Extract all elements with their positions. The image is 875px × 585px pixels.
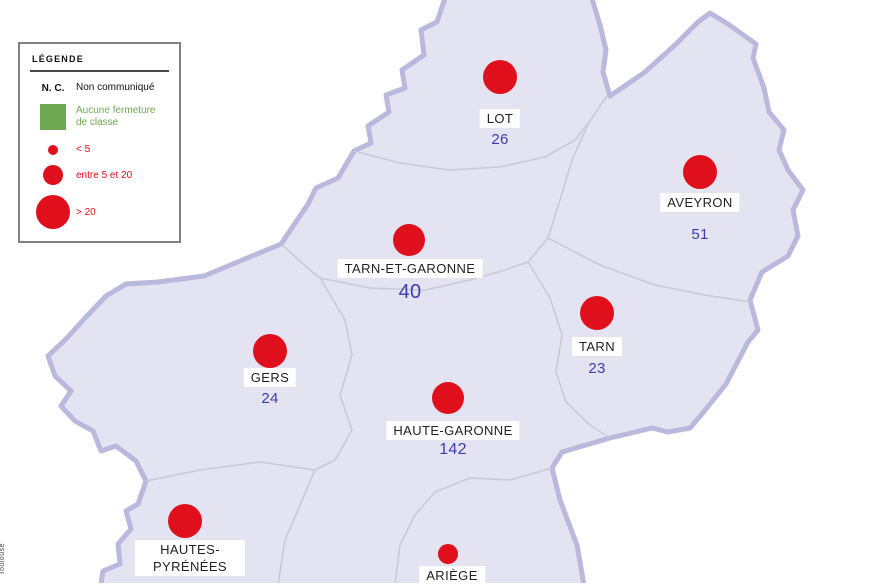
legend-title: LÉGENDE [32,54,84,64]
legend: LÉGENDE N. C. Non communiqué Aucune ferm… [18,42,181,243]
no-closure-swatch-icon [40,104,66,130]
legend-no-closure-line2: de classe [76,117,119,128]
bubble-gers [253,334,287,368]
label-hautes-pyrenees: HAUTES-PYRÉNÉES [135,540,245,576]
legend-large-label: > 20 [76,206,96,218]
large-bubble-icon [36,195,70,229]
value-lot: 26 [491,131,509,148]
legend-nc-abbr: N. C. [41,82,65,94]
bubble-haute-garonne [432,382,464,414]
medium-bubble-icon [43,165,63,185]
bubble-aveyron [683,155,717,189]
label-haute-garonne: HAUTE-GARONNE [386,421,520,440]
legend-row-large: > 20 [30,195,169,229]
legend-row-no-closure: Aucune fermeture de classe [30,104,169,130]
value-tarn: 23 [588,360,606,377]
bubble-lot [483,60,517,94]
value-haute-garonne: 142 [439,441,467,458]
legend-row-nc: N. C. Non communiqué [30,82,169,94]
label-aveyron: AVEYRON [660,193,740,212]
label-tarn: TARN [571,337,623,356]
legend-no-closure-line1: Aucune fermeture [76,105,156,116]
legend-medium-label: entre 5 et 20 [76,169,133,181]
legend-row-medium: entre 5 et 20 [30,165,169,185]
bubble-tarn [580,296,614,330]
bubble-ariege [438,544,458,564]
label-ariege: ARIÈGE [419,566,485,585]
bubble-tarn-et-garonne [393,224,425,256]
label-gers: GERS [243,368,297,387]
legend-nc-label: Non communiqué [76,82,155,93]
credit-text: Toulouse [0,542,6,575]
bubble-hautes-pyrenees [168,504,202,538]
label-lot: LOT [479,109,521,128]
value-gers: 24 [261,390,279,407]
legend-small-label: < 5 [76,144,91,155]
value-aveyron: 51 [691,226,709,243]
legend-divider [30,70,169,72]
region-outline [45,0,806,583]
small-bubble-icon [48,144,58,155]
value-tarn-et-garonne: 40 [398,281,422,303]
department-bubbles [168,60,717,564]
label-tarn-et-garonne: TARN-ET-GARONNE [337,259,483,278]
legend-row-small: < 5 [30,144,169,155]
department-boundaries [145,95,751,583]
